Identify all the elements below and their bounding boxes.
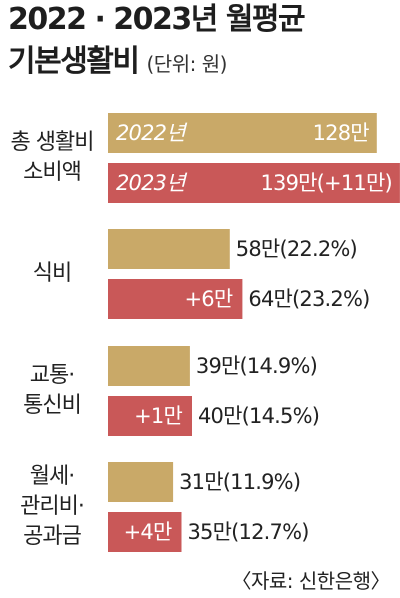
bar-2022-cat3 <box>108 462 174 502</box>
bar-2022-cat0 <box>108 113 377 153</box>
chart-title-line2: 기본생활비 (단위: 원) <box>8 44 227 82</box>
value-label-0-1: 58만(22.2%) <box>236 237 357 261</box>
change-label-1: +6만 <box>185 287 233 311</box>
change-label-2: +1만 <box>134 404 182 428</box>
category-label-3: 월세· 관리비· 공과금 <box>20 464 85 549</box>
bar-2023-cat0 <box>108 163 400 203</box>
value-label-1-3: 35만(12.7%) <box>188 520 309 544</box>
value-label-1-0: 139만(+11만) <box>260 171 391 195</box>
bar-2023-cat1 <box>108 279 243 319</box>
change-label-3: +4만 <box>124 520 172 544</box>
value-label-0-2: 39만(14.9%) <box>196 354 317 378</box>
bar-2023-cat3 <box>108 512 182 552</box>
category-label-0: 총 생활비 소비액 <box>10 130 95 185</box>
category-label-2: 교통· 통신비 <box>23 363 82 418</box>
series-name-0: 2022년 <box>116 121 188 145</box>
chart-title-main: 기본생활비 <box>8 44 140 79</box>
value-label-1-1: 64만(23.2%) <box>248 287 369 311</box>
value-label-1-2: 40만(14.5%) <box>198 404 319 428</box>
series-name-1: 2023년 <box>116 171 188 195</box>
bar-2022-cat1 <box>108 229 230 269</box>
bar-2022-cat2 <box>108 346 190 386</box>
value-label-0-3: 31만(11.9%) <box>179 470 300 494</box>
source-note: 〈자료: 신한은행〉 <box>231 569 391 593</box>
bar-2023-cat2 <box>108 396 192 436</box>
chart-title-line1: 2022 · 2023년 월평균 <box>8 2 306 37</box>
unit-note: (단위: 원) <box>146 52 228 76</box>
category-label-1: 식비 <box>32 261 72 286</box>
value-label-0-0: 128만 <box>313 121 370 145</box>
